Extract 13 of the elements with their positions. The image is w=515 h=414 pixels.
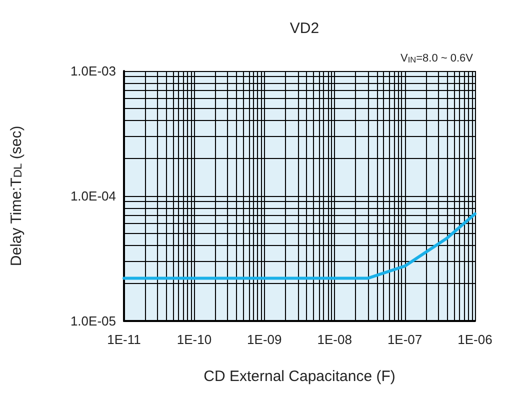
text: VIN=8.0 ~ 0.6V [400, 52, 474, 65]
y-axis-title: Delay Time:TDL (sec) [8, 126, 25, 266]
y-tick-label: 1.0E-03 [70, 64, 116, 78]
chart-title: VD2 [290, 20, 320, 37]
x-tick-label: 1E-06 [458, 332, 492, 347]
x-axis-title: CD External Capacitance (F) [204, 368, 396, 385]
y-tick-label: 1.0E-05 [70, 314, 116, 328]
x-tick-label: 1E-09 [247, 332, 282, 347]
x-tick-label: 1E-10 [176, 332, 212, 347]
x-tick-label: 1E-11 [107, 332, 141, 347]
y-tick-label: 1.0E-04 [70, 188, 116, 204]
x-tick-label: 1E-08 [317, 332, 352, 347]
x-tick-label: 1E-07 [387, 332, 422, 347]
